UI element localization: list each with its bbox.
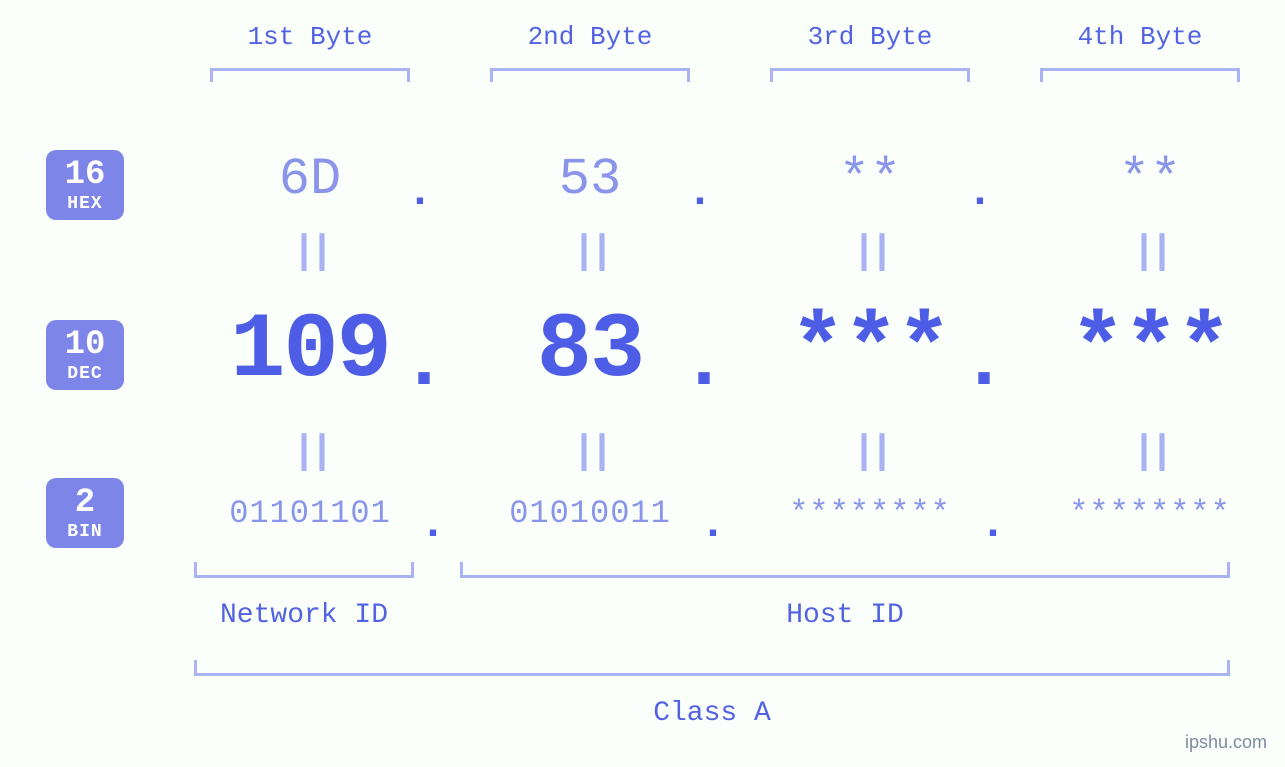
eq-hex-dec-1: || (190, 230, 430, 275)
network-id-bracket (194, 562, 414, 578)
eq-dec-bin-3: || (750, 430, 990, 475)
hex-byte-1: 6D (190, 150, 430, 209)
dec-byte-1: 109 (190, 298, 430, 403)
host-id-label: Host ID (460, 600, 1230, 631)
bin-dot-1: . (413, 500, 453, 550)
dec-dot-3: . (960, 318, 1000, 409)
bin-dot-3: . (973, 500, 1013, 550)
network-id-label: Network ID (194, 600, 414, 631)
byte-header-1: 1st Byte (210, 22, 410, 52)
dec-dot-1: . (400, 318, 440, 409)
badge-hex-base: 16 (46, 158, 124, 192)
badge-bin: 2 BIN (46, 478, 124, 548)
badge-hex: 16 HEX (46, 150, 124, 220)
byte-header-4: 4th Byte (1040, 22, 1240, 52)
bin-dot-2: . (693, 500, 733, 550)
dec-byte-2: 83 (470, 298, 710, 403)
hex-dot-2: . (680, 168, 720, 218)
bin-byte-2: 01010011 (470, 495, 710, 532)
eq-dec-bin-4: || (1030, 430, 1270, 475)
byte-bracket-3 (770, 68, 970, 82)
hex-byte-2: 53 (470, 150, 710, 209)
bin-byte-4: ******** (1030, 495, 1270, 532)
dec-byte-4: *** (1030, 298, 1270, 403)
badge-dec-base: 10 (46, 328, 124, 362)
host-id-bracket (460, 562, 1230, 578)
byte-header-3: 3rd Byte (770, 22, 970, 52)
eq-dec-bin-1: || (190, 430, 430, 475)
hex-dot-3: . (960, 168, 1000, 218)
watermark: ipshu.com (1185, 732, 1267, 753)
bin-byte-1: 01101101 (190, 495, 430, 532)
byte-bracket-1 (210, 68, 410, 82)
badge-dec-label: DEC (46, 364, 124, 384)
hex-dot-1: . (400, 168, 440, 218)
eq-hex-dec-2: || (470, 230, 710, 275)
hex-byte-3: ** (750, 150, 990, 209)
byte-header-2: 2nd Byte (490, 22, 690, 52)
badge-hex-label: HEX (46, 194, 124, 214)
class-label: Class A (194, 698, 1230, 729)
eq-dec-bin-2: || (470, 430, 710, 475)
badge-dec: 10 DEC (46, 320, 124, 390)
dec-byte-3: *** (750, 298, 990, 403)
byte-bracket-4 (1040, 68, 1240, 82)
badge-bin-label: BIN (46, 522, 124, 542)
eq-hex-dec-3: || (750, 230, 990, 275)
badge-bin-base: 2 (46, 486, 124, 520)
byte-bracket-2 (490, 68, 690, 82)
hex-byte-4: ** (1030, 150, 1270, 209)
eq-hex-dec-4: || (1030, 230, 1270, 275)
dec-dot-2: . (680, 318, 720, 409)
bin-byte-3: ******** (750, 495, 990, 532)
class-bracket (194, 660, 1230, 676)
